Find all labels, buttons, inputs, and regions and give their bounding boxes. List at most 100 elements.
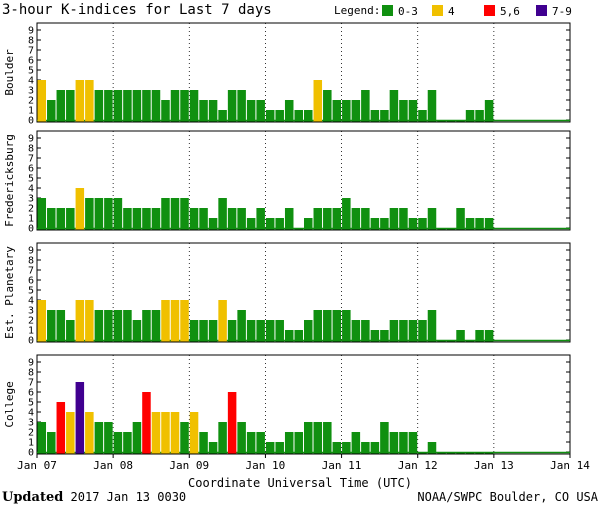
k-bar [218,422,227,454]
k-bar [246,218,256,230]
k-bar [332,442,342,454]
k-bar [132,208,142,230]
k-bar [237,422,246,454]
k-bar [399,320,408,342]
y-tick-label: 2 [28,316,34,327]
legend-entry: 4 [448,5,455,18]
k-bar [380,422,389,454]
legend-swatch [432,5,443,16]
k-bar [380,218,389,230]
k-bar [94,310,104,342]
legend-entry: 5,6 [500,5,520,18]
x-tick-label: Jan 13 [474,459,514,472]
y-tick-label: 3 [28,418,34,429]
x-axis-label: Coordinate Universal Time (UTC) [188,476,412,490]
k-bar [389,432,399,454]
k-bar [218,300,227,342]
x-tick-label: Jan 10 [246,459,286,472]
k-bar [361,90,370,122]
k-bar [132,90,142,122]
k-bar [275,110,284,122]
k-bar [218,110,227,122]
k-bar [75,300,85,342]
k-bar [218,198,227,230]
k-bar [484,330,494,342]
k-bar [56,402,66,454]
panel-label: Est. Planetary [3,246,16,339]
k-bar [199,320,208,342]
k-bar [66,320,75,342]
k-bar [342,442,351,454]
k-bar [304,218,313,230]
y-tick-label: 4 [28,76,34,87]
k-bar [427,442,437,454]
k-bar [370,330,380,342]
k-bar [37,300,47,342]
k-bar [161,100,170,122]
k-bar [351,208,361,230]
k-bar [180,90,189,122]
k-bar [351,432,361,454]
y-tick-label: 6 [28,164,34,175]
k-bar [170,90,180,122]
k-bar [342,310,351,342]
k-bar [113,432,123,454]
y-tick-label: 3 [28,194,34,205]
y-tick-label: 0 [28,224,34,235]
k-bar [399,100,408,122]
k-bar [418,452,427,454]
k-bar [427,90,437,122]
k-bar [37,80,47,122]
k-bar [465,110,475,122]
legend-entry: 7-9 [552,5,572,18]
k-bar [161,198,170,230]
k-bar [56,90,66,122]
k-bar [151,208,161,230]
y-tick-label: 8 [28,36,34,47]
k-bar [284,208,294,230]
k-bar [380,330,389,342]
y-tick-label: 3 [28,306,34,317]
updated-label: Updated [2,490,64,505]
k-bar [437,340,446,342]
k-bar [313,80,323,122]
k-bar [189,320,199,342]
y-tick-label: 7 [28,378,34,389]
y-tick-label: 9 [28,358,34,369]
y-tick-label: 5 [28,398,34,409]
k-bar [123,208,132,230]
k-bar [351,320,361,342]
panel-frame [36,242,571,343]
k-bar [180,198,189,230]
panel-frame [36,22,571,123]
k-bar [323,208,332,230]
k-bar [456,120,465,122]
k-bar [208,320,218,342]
k-bar [47,310,56,342]
k-bar [56,310,66,342]
k-bar [85,412,94,454]
k-bar [446,452,456,454]
k-bar [284,330,294,342]
k-bar [189,90,199,122]
k-bar [37,198,47,230]
k-bar [85,80,94,122]
k-bar [484,218,494,230]
y-tick-label: 7 [28,266,34,277]
k-bar [142,392,151,454]
k-bar [389,90,399,122]
legend-label: Legend: [334,4,380,17]
k-bar [284,432,294,454]
panel-frame [36,130,571,231]
k-bar [142,208,151,230]
k-bar [142,310,151,342]
k-bar [151,90,161,122]
y-tick-label: 0 [28,448,34,459]
k-bar [475,218,484,230]
k-bar [180,422,189,454]
k-bar [456,452,465,454]
k-bar [418,110,427,122]
y-tick-label: 3 [28,86,34,97]
